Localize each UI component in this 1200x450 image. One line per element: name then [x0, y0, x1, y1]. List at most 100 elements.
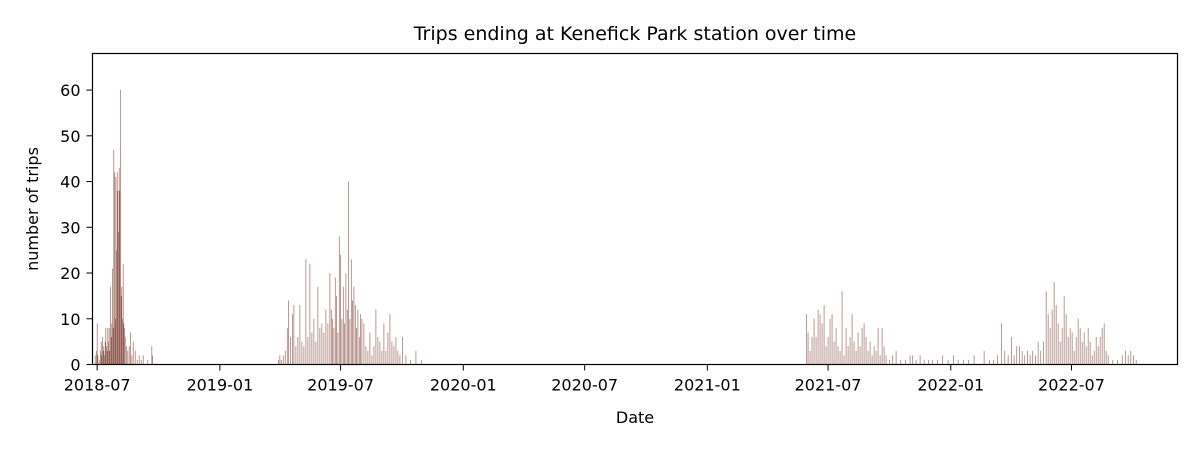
- bar: [345, 273, 347, 365]
- bar: [993, 359, 994, 365]
- x-tick-label: 2019-01: [186, 376, 253, 395]
- bar: [1112, 359, 1114, 365]
- bar: [96, 323, 98, 365]
- y-tick-label: 30: [60, 218, 80, 237]
- bar: [124, 327, 125, 365]
- bar: [128, 346, 130, 365]
- bar: [912, 355, 914, 365]
- bar: [121, 286, 123, 365]
- bar: [292, 314, 293, 365]
- bar: [1135, 359, 1137, 365]
- y-axis: 0 10 20 30 40 50 60: [60, 81, 93, 375]
- bar: [357, 309, 359, 365]
- bar: [387, 332, 389, 365]
- bar: [348, 181, 349, 365]
- chart-title: Trips ending at Kenefick Park station ov…: [413, 23, 857, 45]
- bar: [115, 176, 117, 365]
- bar: [123, 323, 125, 365]
- bar: [1047, 314, 1049, 365]
- bar: [342, 286, 344, 365]
- bar: [393, 346, 395, 365]
- bar: [865, 337, 867, 365]
- bar: [405, 355, 407, 365]
- bar: [1130, 350, 1132, 365]
- bar: [1105, 350, 1107, 365]
- bar: [873, 346, 875, 365]
- bar: [809, 350, 811, 365]
- bar: [1117, 359, 1118, 365]
- bar: [303, 346, 305, 365]
- bar: [120, 295, 122, 365]
- bar: [100, 350, 101, 365]
- bar: [152, 355, 153, 365]
- bar: [877, 327, 879, 365]
- bar: [367, 350, 369, 365]
- bar: [122, 318, 123, 365]
- bar: [1011, 337, 1012, 365]
- bar: [375, 309, 377, 365]
- bar: [295, 346, 297, 365]
- bar: [883, 346, 885, 365]
- bar: [1053, 282, 1055, 365]
- bar: [1057, 323, 1059, 365]
- x-tick-label: 2021-07: [795, 376, 862, 395]
- bar: [1016, 346, 1018, 365]
- bar: [420, 359, 422, 365]
- bar: [365, 346, 367, 365]
- bar: [124, 337, 126, 365]
- bar: [114, 318, 116, 365]
- bar: [383, 323, 385, 365]
- bar: [102, 346, 104, 365]
- bar: [841, 291, 843, 365]
- bar: [1089, 341, 1091, 365]
- bar: [827, 337, 829, 365]
- bar: [932, 359, 934, 365]
- bar: [97, 355, 99, 365]
- bar: [1095, 337, 1097, 365]
- bar: [1061, 327, 1063, 365]
- bar: [871, 355, 873, 365]
- bar: [909, 355, 911, 365]
- bar: [1133, 355, 1134, 365]
- bar: [839, 350, 841, 365]
- bar: [325, 309, 327, 365]
- bar: [1101, 327, 1103, 365]
- bar: [333, 327, 335, 365]
- bars-layer: [94, 90, 1137, 365]
- bar: [833, 341, 835, 365]
- bar: [811, 337, 813, 365]
- bar: [1063, 295, 1065, 365]
- bar: [122, 263, 124, 365]
- bar: [881, 327, 883, 365]
- bar: [101, 355, 103, 365]
- bar: [299, 305, 301, 365]
- bar: [293, 305, 295, 365]
- bar: [111, 323, 113, 365]
- bar: [819, 314, 821, 365]
- bar: [410, 359, 411, 365]
- bar: [330, 309, 332, 365]
- bar: [106, 346, 107, 365]
- bar: [1081, 341, 1083, 365]
- bar: [1032, 350, 1034, 365]
- bar: [134, 350, 136, 365]
- bar: [305, 259, 307, 365]
- bar: [853, 341, 855, 365]
- y-tick-label: 60: [60, 81, 80, 100]
- bar: [817, 309, 819, 365]
- bar: [126, 346, 127, 365]
- bar: [371, 355, 373, 365]
- bar: [1077, 318, 1079, 365]
- bar: [341, 318, 343, 365]
- bar: [113, 149, 115, 365]
- bar: [399, 355, 401, 365]
- bar: [340, 254, 341, 365]
- bar: [869, 341, 871, 365]
- y-axis-label: number of trips: [23, 147, 42, 271]
- bar: [297, 337, 299, 365]
- bar: [1125, 350, 1126, 365]
- bar: [323, 332, 325, 365]
- x-tick-label: 2022-07: [1038, 376, 1105, 395]
- bar: [1083, 332, 1085, 365]
